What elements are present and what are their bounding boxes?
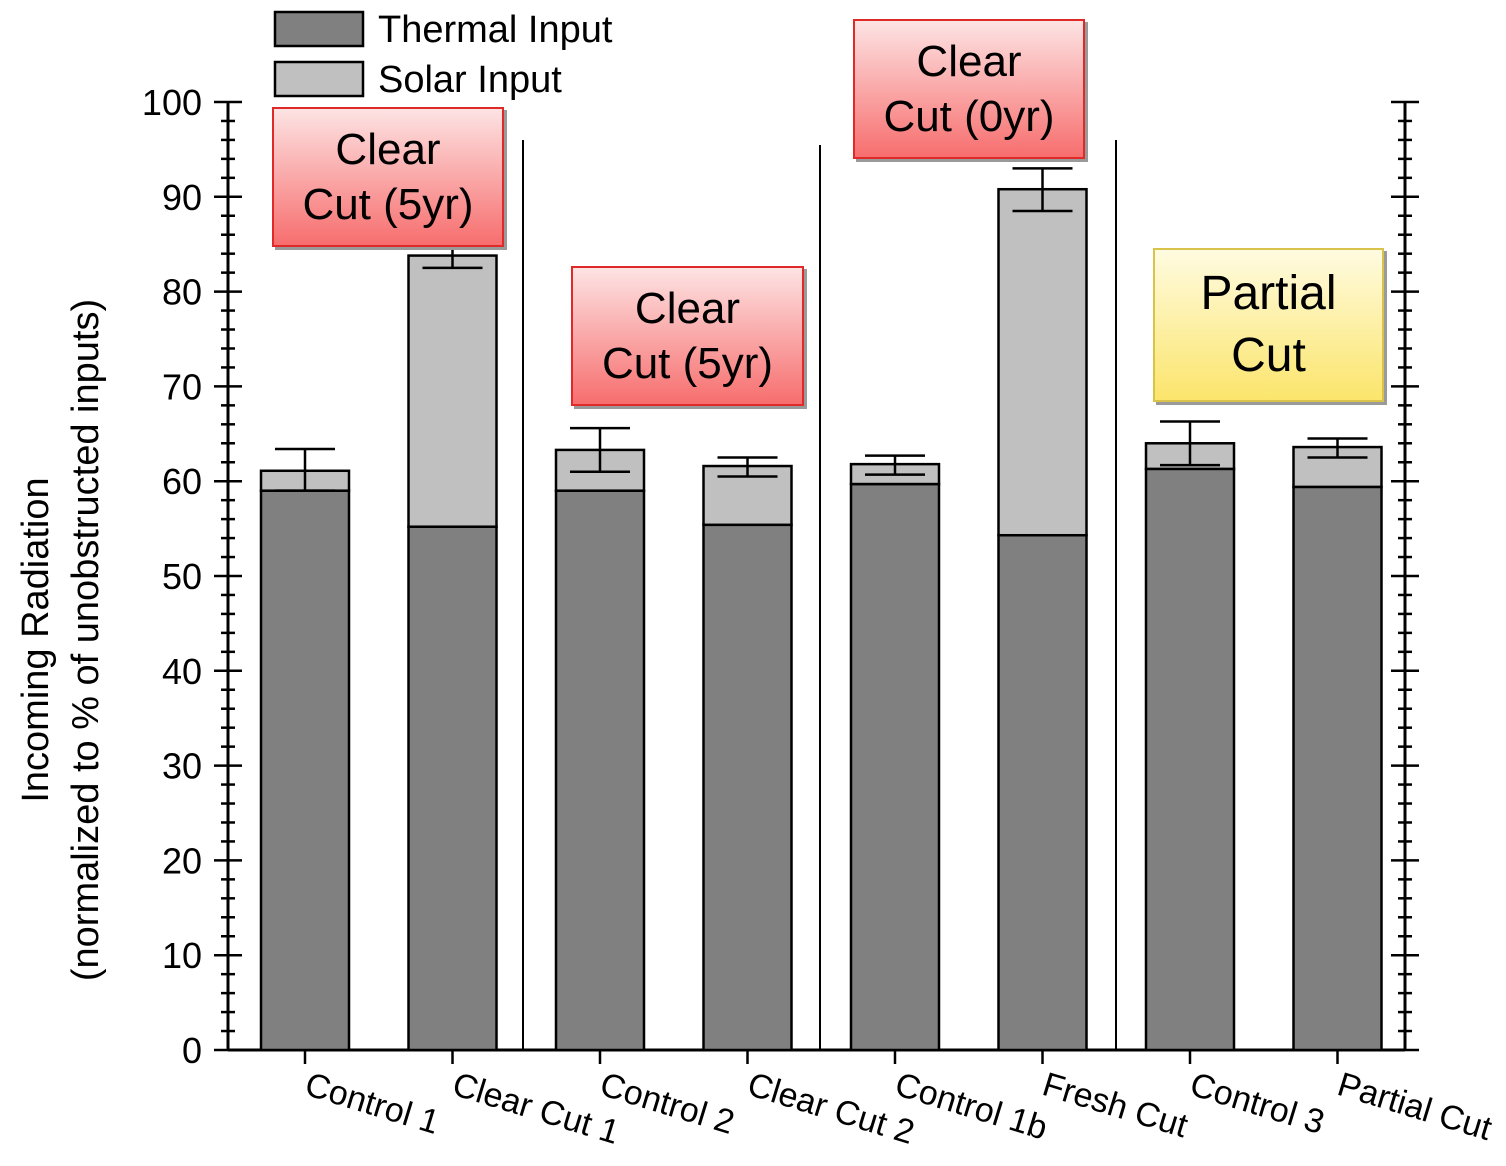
bar-thermal (849, 482, 941, 1052)
annotation-text: Clear Cut (0yr) (883, 37, 1055, 141)
x-tick-label: Control 1b (891, 1065, 1052, 1147)
annotation-clear-cut-5yr-1: Clear Cut (5yr) (272, 107, 504, 247)
y-axis-title: Incoming Radiation (normalized to % of u… (15, 299, 107, 981)
x-tick-label: Partial Cut (1333, 1065, 1496, 1148)
y-tick-label: 40 (162, 651, 202, 692)
y-tick-label: 100 (142, 82, 202, 123)
annotation-text: Partial Cut (1200, 267, 1337, 382)
bar-thermal (407, 525, 498, 1052)
bar-thermal (554, 489, 646, 1052)
annotation-clear-cut-0yr: Clear Cut (0yr) (853, 19, 1085, 159)
bar-thermal (702, 523, 793, 1052)
y-axis-label-line2: (normalized to % of unobstructed inputs) (65, 299, 107, 981)
annotation-clear-cut-5yr-2: Clear Cut (5yr) (571, 266, 804, 406)
y-tick-label: 50 (162, 556, 202, 597)
x-tick-label: Clear Cut 1 (448, 1065, 624, 1152)
y-axis-label-line1: Incoming Radiation (15, 477, 57, 802)
y-tick-label: 60 (162, 461, 202, 502)
x-tick-label: Control 1 (301, 1065, 444, 1142)
y-tick-label: 30 (162, 746, 202, 787)
annotation-text: Clear Cut (5yr) (302, 125, 474, 229)
bar-solar (997, 187, 1088, 537)
annotation-text: Clear Cut (5yr) (601, 284, 774, 388)
x-tick-label: Clear Cut 2 (743, 1065, 919, 1152)
annotation-partial-cut: Partial Cut (1153, 248, 1384, 402)
legend-swatch-thermal (273, 10, 365, 48)
y-tick-label: 0 (182, 1030, 202, 1071)
y-tick-label: 10 (162, 935, 202, 976)
y-tick-label: 90 (162, 177, 202, 218)
group-separators (522, 140, 1117, 1050)
bar-thermal (1292, 485, 1383, 1052)
legend-label-thermal: Thermal Input (378, 9, 613, 51)
legend-label-solar: Solar Input (378, 59, 562, 101)
bar-solar (407, 254, 498, 528)
y-tick-label: 70 (162, 366, 202, 407)
bar-thermal (259, 489, 351, 1052)
y-tick-label: 20 (162, 840, 202, 881)
bar-thermal (997, 533, 1088, 1052)
y-tick-label: 80 (162, 272, 202, 313)
legend-swatch-solar (273, 60, 365, 98)
legend: Thermal Input Solar Input (273, 9, 613, 101)
bar-thermal (1144, 467, 1236, 1052)
x-tick-label: Fresh Cut (1038, 1065, 1192, 1145)
x-tick-label: Control 3 (1186, 1065, 1329, 1142)
